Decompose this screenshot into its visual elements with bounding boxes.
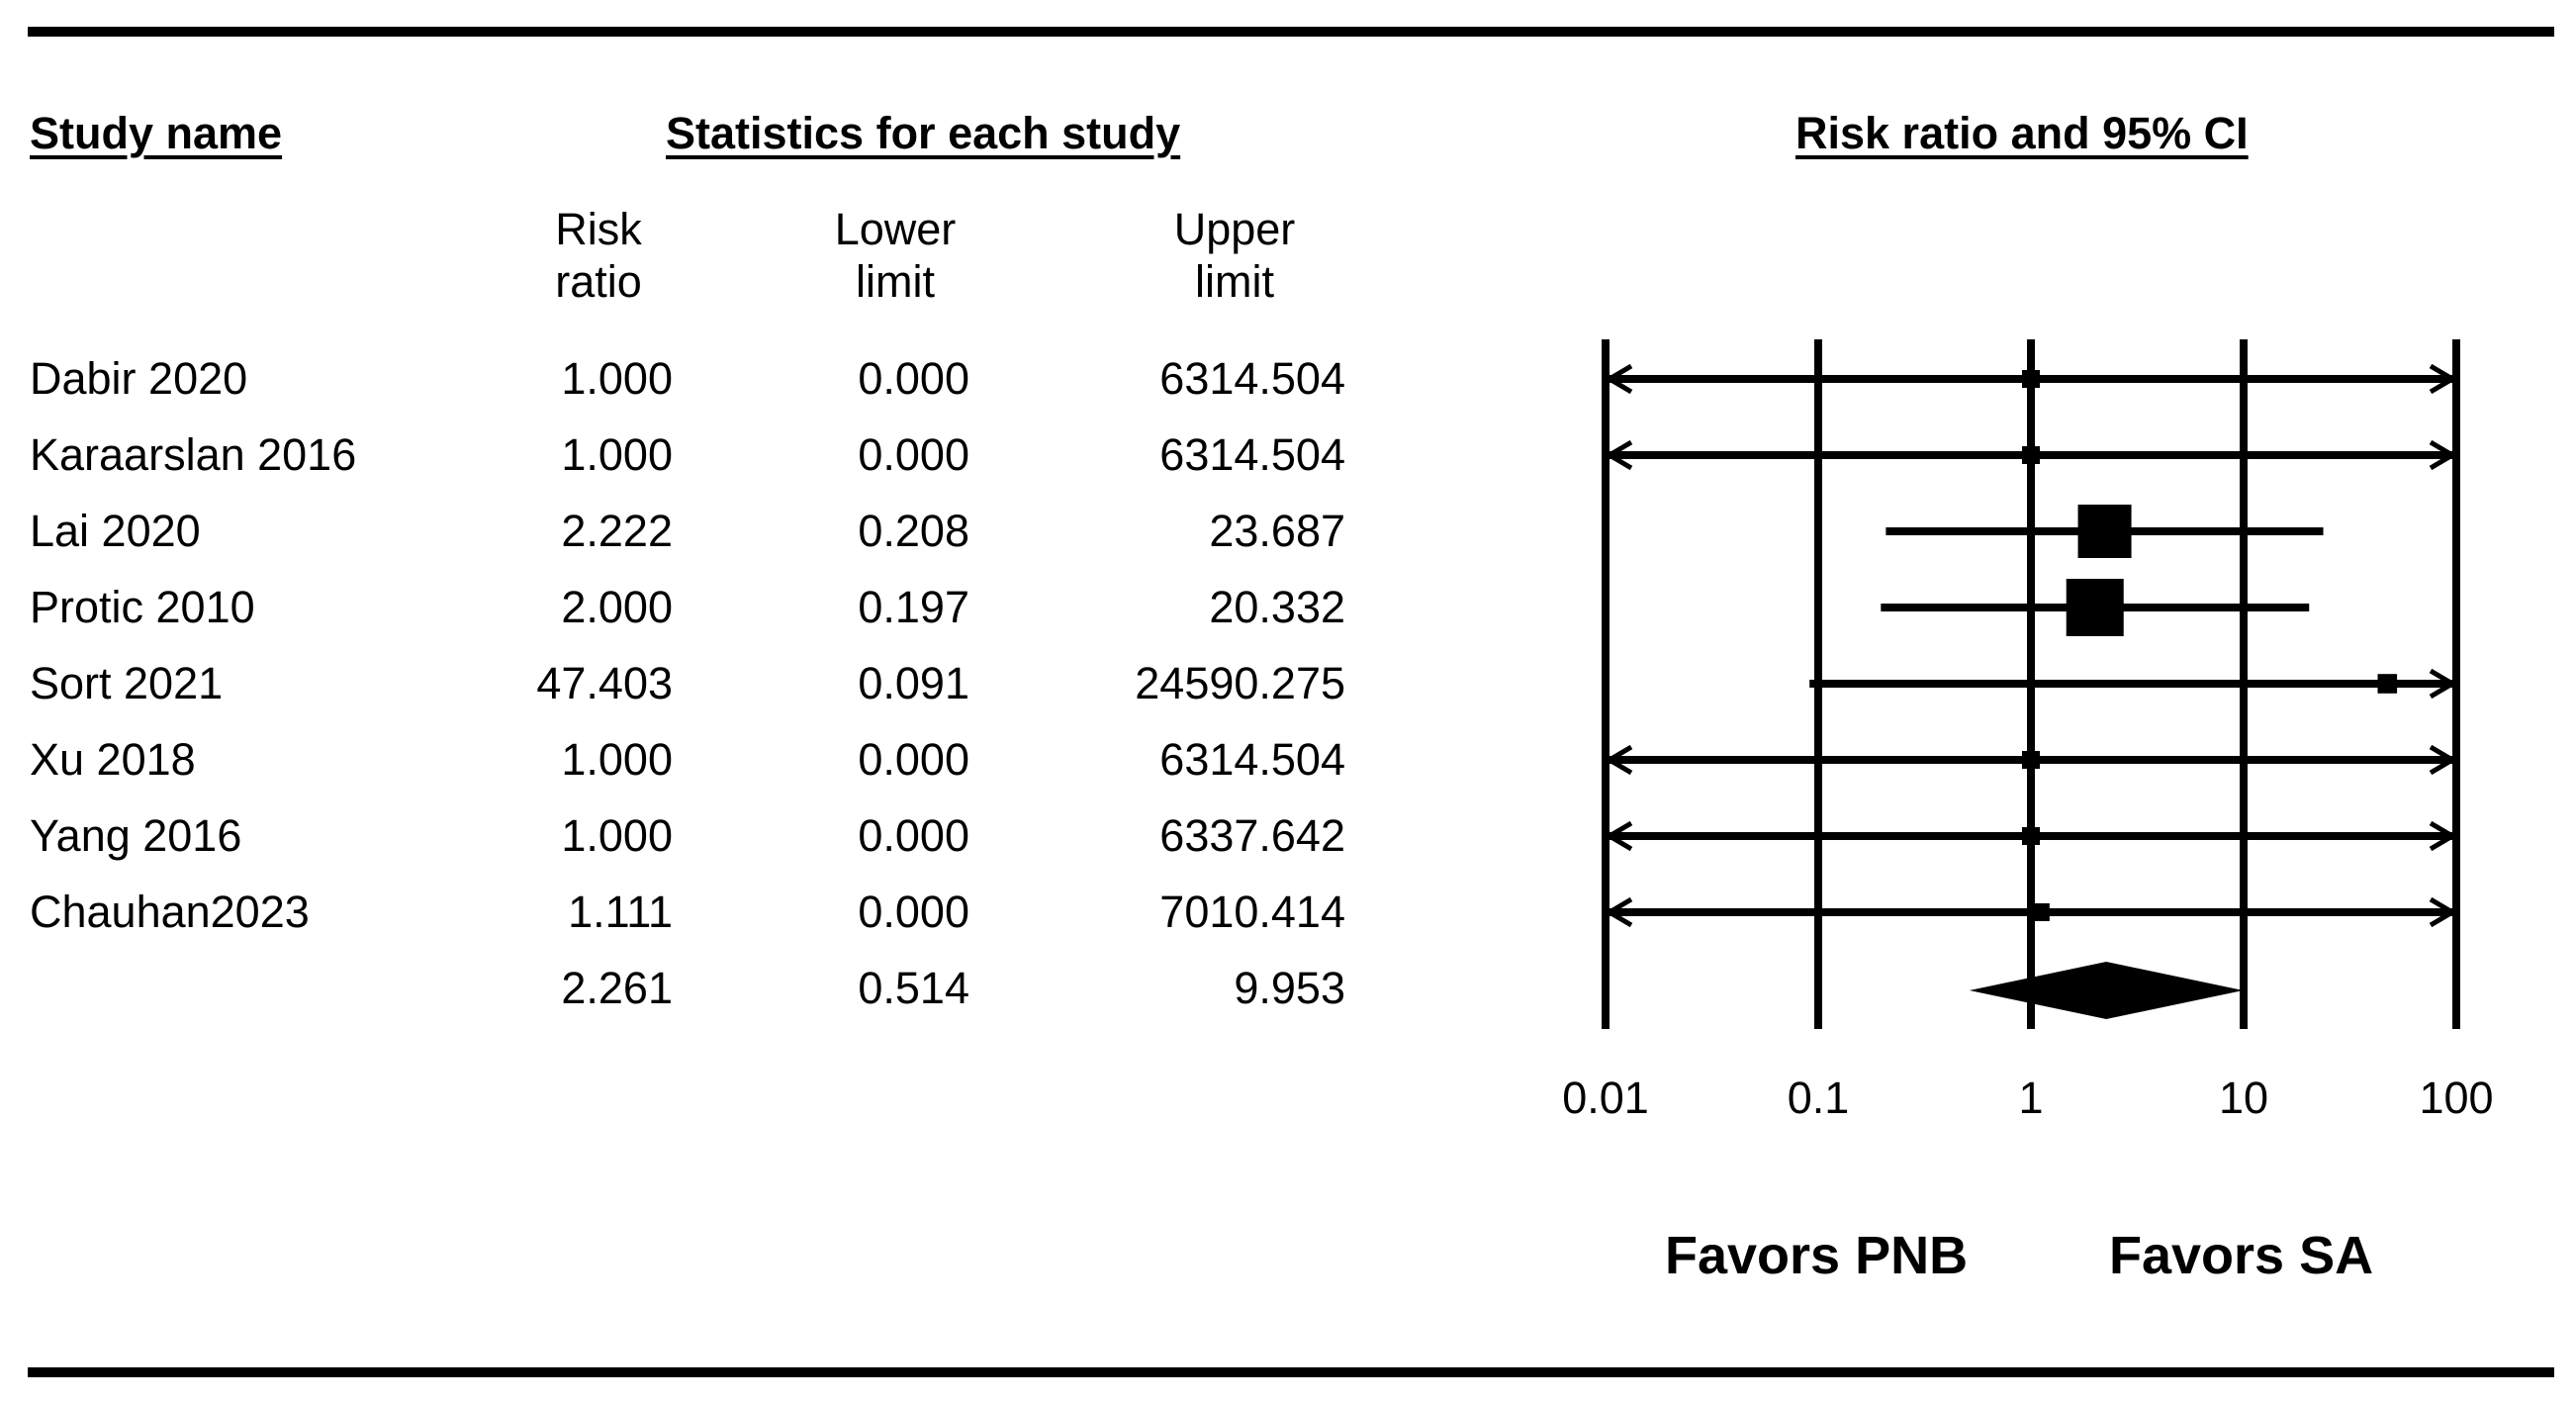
study-label: Dabir 2020 [30, 353, 248, 404]
summary-upper-limit-value: 9.953 [1234, 963, 1345, 1013]
study-label: Sort 2021 [30, 658, 224, 708]
upper-limit-value: 7010.414 [1159, 887, 1345, 937]
point-estimate-marker [2022, 370, 2040, 388]
upper-limit-column-header: Upper limit [1173, 204, 1296, 307]
statistics-header: Statistics for each study [666, 108, 1181, 158]
risk-ratio-value: 2.222 [561, 506, 673, 556]
study-label: Yang 2016 [30, 810, 242, 861]
lower-limit-column-header: Lower limit [834, 204, 957, 307]
ci-left-arrow [1605, 439, 1633, 471]
point-estimate-marker [2022, 827, 2040, 845]
study-label: Xu 2018 [30, 734, 196, 785]
risk-ratio-value: 1.111 [568, 887, 673, 937]
ci-right-arrow [2429, 668, 2457, 700]
ci-left-arrow [1605, 896, 1633, 928]
lower-limit-value: 0.000 [858, 887, 969, 937]
risk-ratio-value: 2.000 [561, 582, 673, 632]
ci-right-arrow [2429, 820, 2457, 852]
risk-ratio-column-header: Risk ratio [555, 204, 642, 307]
x-tick-label: 1 [2018, 1073, 2043, 1123]
ci-left-arrow [1605, 820, 1633, 852]
risk-ratio-value: 1.000 [561, 810, 673, 861]
study-label: Karaarslan 2016 [30, 429, 357, 480]
plot-title: Risk ratio and 95% CI [1795, 108, 2249, 158]
summary-diamond [1969, 962, 2244, 1019]
lower-limit-value: 0.000 [858, 353, 969, 404]
point-estimate-marker [2031, 903, 2050, 921]
ci-right-arrow [2429, 363, 2457, 395]
x-tick-label: 0.1 [1788, 1073, 1850, 1123]
summary-lower-limit-value: 0.514 [858, 963, 969, 1013]
study-name-header: Study name [30, 108, 283, 158]
risk-ratio-value: 1.000 [561, 429, 673, 480]
point-estimate-marker [2077, 505, 2132, 558]
lower-limit-value: 0.197 [858, 582, 969, 632]
risk-ratio-value: 1.000 [561, 734, 673, 785]
risk-ratio-value: 1.000 [561, 353, 673, 404]
point-estimate-marker [2022, 446, 2040, 464]
lower-limit-value: 0.091 [858, 658, 969, 708]
upper-limit-value: 6314.504 [1159, 734, 1345, 785]
study-label: Chauhan2023 [30, 887, 310, 937]
point-estimate-marker [2022, 751, 2040, 769]
upper-limit-value: 23.687 [1209, 506, 1345, 556]
lower-limit-value: 0.000 [858, 429, 969, 480]
x-tick-label: 0.01 [1562, 1073, 1649, 1123]
bottom-rule [28, 1367, 2554, 1377]
favors-left-label: Favors PNB [1665, 1226, 1969, 1285]
upper-limit-value: 6337.642 [1159, 810, 1345, 861]
study-label: Protic 2010 [30, 582, 255, 632]
ci-right-arrow [2429, 744, 2457, 776]
x-tick-label: 10 [2219, 1073, 2268, 1123]
lower-limit-value: 0.208 [858, 506, 969, 556]
favors-right-label: Favors SA [2109, 1226, 2374, 1285]
top-rule [28, 27, 2554, 37]
x-tick-label: 100 [2419, 1073, 2493, 1123]
summary-risk-ratio-value: 2.261 [561, 963, 673, 1013]
point-estimate-marker [2066, 579, 2124, 636]
ci-left-arrow [1605, 363, 1633, 395]
upper-limit-value: 24590.275 [1135, 658, 1345, 708]
ci-right-arrow [2429, 439, 2457, 471]
ci-right-arrow [2429, 896, 2457, 928]
lower-limit-value: 0.000 [858, 810, 969, 861]
upper-limit-value: 20.332 [1209, 582, 1345, 632]
point-estimate-marker [2377, 674, 2398, 694]
study-label: Lai 2020 [30, 506, 201, 556]
risk-ratio-value: 47.403 [536, 658, 673, 708]
upper-limit-value: 6314.504 [1159, 429, 1345, 480]
ci-left-arrow [1605, 744, 1633, 776]
upper-limit-value: 6314.504 [1159, 353, 1345, 404]
lower-limit-value: 0.000 [858, 734, 969, 785]
